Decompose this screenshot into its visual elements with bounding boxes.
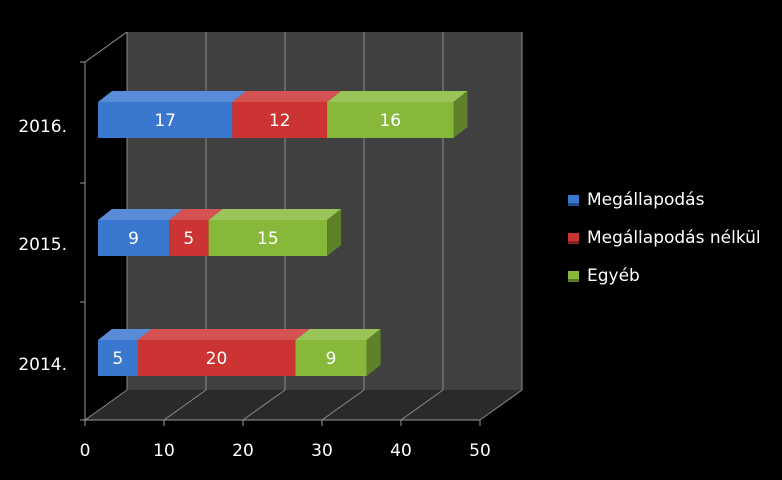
bar-front — [327, 102, 454, 138]
bar-top — [295, 329, 381, 340]
bar-side — [327, 209, 342, 256]
x-tick-label: 30 — [311, 441, 333, 461]
bar-2016-0 — [98, 91, 247, 138]
bar-side — [366, 329, 381, 376]
legend-item: Megállapodás — [568, 190, 761, 210]
data-label: 17 — [154, 111, 176, 131]
legend-swatch — [568, 270, 579, 282]
legend-label: Megállapodás nélkül — [587, 228, 761, 248]
floor-gridline-40 — [400, 389, 444, 421]
x-tick-label: 0 — [80, 441, 91, 461]
bar-top — [137, 329, 310, 340]
bar-front — [98, 340, 138, 376]
bar-top — [98, 329, 152, 340]
bar-top — [327, 91, 468, 102]
bar-2015-1 — [169, 209, 223, 256]
axes — [80, 31, 481, 426]
floor-gridline-30 — [321, 389, 365, 421]
y-tick-label: 2016. — [18, 117, 67, 137]
bar-front — [98, 102, 233, 138]
bar-side — [453, 91, 468, 138]
data-label: 15 — [257, 229, 279, 249]
x-tick-label: 50 — [469, 441, 491, 461]
tick-labels: 0 10 20 30 40 50 2014. 2015. 2016. — [18, 117, 490, 461]
bar-front — [232, 102, 328, 138]
floor-gridline-10 — [163, 389, 207, 421]
y-tick-label: 2015. — [18, 235, 67, 255]
bar-top — [232, 91, 342, 102]
data-label: 16 — [379, 111, 401, 131]
legend: Megállapodás Megállapodás nélkül Egyéb — [568, 190, 761, 304]
bar-2014-2 — [295, 329, 381, 376]
legend-item: Megállapodás nélkül — [568, 228, 761, 248]
bar-top — [98, 209, 184, 220]
x-tick-label: 10 — [153, 441, 175, 461]
x-tick-label: 40 — [390, 441, 412, 461]
y-tick-label: 2014. — [18, 355, 67, 375]
floor-gridline-0 — [84, 389, 128, 421]
bar-front — [295, 340, 367, 376]
legend-label: Egyéb — [587, 266, 640, 286]
bar-top — [208, 209, 342, 220]
bar-2014-1 — [137, 329, 310, 376]
chart-floor — [85, 390, 522, 420]
legend-swatch — [568, 194, 579, 206]
data-labels: 5 20 9 9 5 15 17 12 16 — [112, 111, 401, 369]
bar-2014-0 — [98, 329, 152, 376]
legend-swatch — [568, 232, 579, 244]
bar-front — [169, 220, 209, 256]
data-label: 9 — [128, 229, 139, 249]
legend-item: Egyéb — [568, 266, 761, 286]
bar-front — [98, 220, 170, 256]
floor-gridline-50 — [479, 389, 523, 421]
bar-front — [137, 340, 296, 376]
data-label: 20 — [206, 349, 228, 369]
data-label: 5 — [183, 229, 194, 249]
bar-2015-2 — [208, 209, 342, 256]
legend-label: Megállapodás — [587, 190, 705, 210]
bar-2015-0 — [98, 209, 184, 256]
bar-top — [98, 91, 247, 102]
y-axis-depth-line — [84, 31, 128, 63]
bar-2016-1 — [232, 91, 342, 138]
floor-gridline-20 — [242, 389, 286, 421]
bar-2016-2 — [327, 91, 468, 138]
data-label: 5 — [112, 349, 123, 369]
bar-front — [208, 220, 328, 256]
data-label: 12 — [269, 111, 291, 131]
x-tick-label: 20 — [232, 441, 254, 461]
bars — [98, 91, 468, 376]
data-label: 9 — [326, 349, 337, 369]
bar-top — [169, 209, 223, 220]
